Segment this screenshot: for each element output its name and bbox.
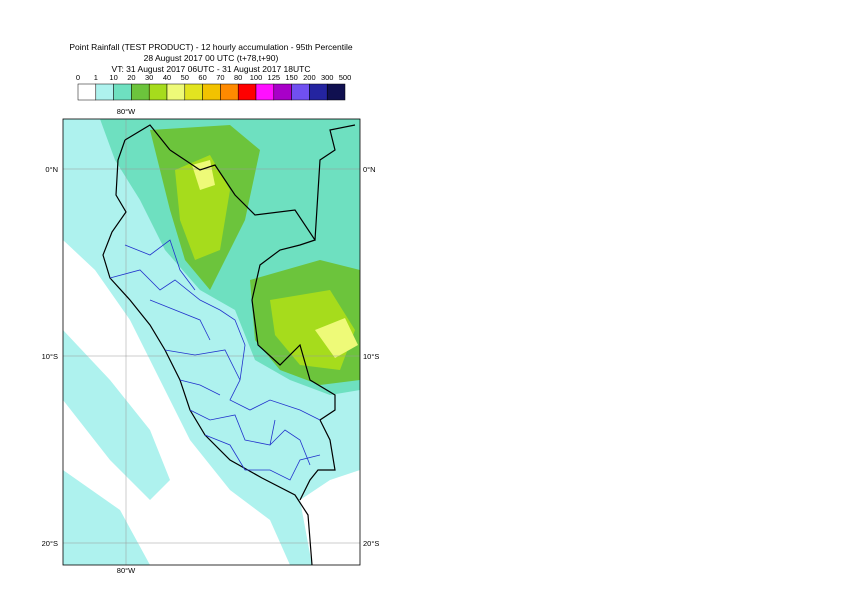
lat-label: 10°S — [42, 352, 58, 361]
lat-label: 20°S — [363, 539, 379, 548]
rain-field — [63, 470, 150, 565]
border — [124, 124, 171, 151]
legend-label: 500 — [339, 73, 352, 82]
legend-box — [273, 83, 292, 101]
map-frame — [62, 118, 361, 566]
legend-label: 300 — [321, 73, 334, 82]
legend-box — [184, 83, 203, 101]
legend-box — [220, 83, 239, 101]
map: 80°W 80°W 0°N 0°N 10°S 10°S 20°S 20°S — [42, 107, 380, 575]
legend-label: 1 — [94, 73, 98, 82]
lat-label: 0°N — [45, 165, 58, 174]
rain-field — [315, 318, 358, 358]
legend: 0 1 10 20 30 40 50 60 70 80 100 125 150 200 300 500 — [76, 73, 352, 101]
legend-label: 70 — [216, 73, 224, 82]
legend-box — [291, 83, 310, 101]
legend-label: 80 — [234, 73, 242, 82]
legend-box — [95, 83, 114, 101]
title-line: VT: 31 August 2017 06UTC - 31 August 201… — [112, 64, 311, 74]
legend-box — [148, 83, 168, 101]
lat-label: 0°N — [363, 165, 376, 174]
legend-label: 10 — [109, 73, 117, 82]
legend-label: 40 — [163, 73, 171, 82]
lat-label: 10°S — [363, 352, 379, 361]
lat-label: 20°S — [42, 539, 58, 548]
admin-border — [109, 239, 321, 481]
lon-label: 80°W — [117, 566, 136, 575]
legend-box — [309, 83, 328, 101]
title-line: 28 August 2017 00 UTC (t+78,t+90) — [144, 53, 279, 63]
lon-label: 80°W — [117, 107, 136, 116]
admin-border — [149, 299, 311, 466]
legend-label: 50 — [181, 73, 189, 82]
legend-box — [326, 83, 346, 101]
legend-label: 150 — [285, 73, 298, 82]
legend-box — [255, 83, 275, 101]
legend-label: 60 — [198, 73, 206, 82]
rain-field — [175, 155, 230, 260]
legend-label: 200 — [303, 73, 316, 82]
title-line: Point Rainfall (TEST PRODUCT) - 12 hourl… — [69, 42, 353, 52]
legend-label: 100 — [250, 73, 263, 82]
legend-box — [131, 83, 150, 101]
legend-box — [237, 83, 257, 101]
legend-box — [113, 83, 132, 101]
legend-box — [202, 83, 221, 101]
legend-label: 20 — [127, 73, 135, 82]
rain-field — [63, 330, 170, 500]
legend-label: 30 — [145, 73, 153, 82]
legend-box — [166, 83, 186, 101]
border — [169, 149, 336, 501]
legend-label: 0 — [76, 73, 80, 82]
legend-box — [77, 83, 97, 101]
coastline — [102, 139, 313, 566]
border — [314, 124, 356, 241]
legend-label: 125 — [268, 73, 281, 82]
